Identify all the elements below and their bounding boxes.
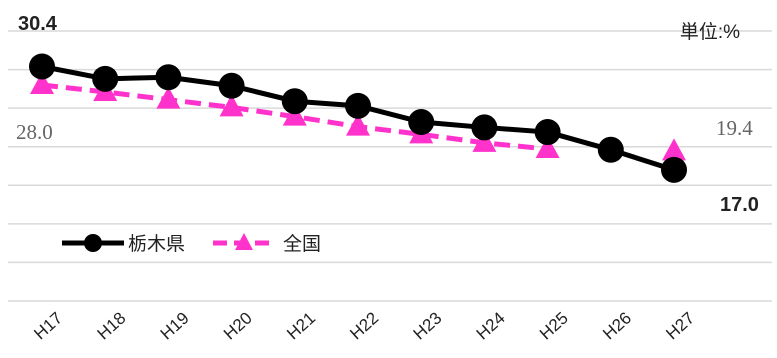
marker-tochigi: [29, 53, 55, 80]
x-tick-label: H19: [157, 308, 193, 343]
data-label-last-tochigi: 17.0: [720, 194, 759, 216]
marker-national: [535, 136, 560, 159]
data-label-last-national: 19.4: [716, 116, 753, 140]
marker-tochigi: [471, 114, 498, 141]
marker-tochigi: [155, 64, 182, 91]
marker-tochigi: [534, 119, 561, 146]
unit-label: 単位:%: [680, 21, 740, 43]
marker-tochigi: [92, 65, 119, 92]
marker-tochigi: [345, 92, 371, 119]
marker-national: [219, 94, 244, 117]
marker-national: [662, 138, 686, 161]
marker-national: [346, 113, 370, 136]
x-tick-labels: H17 H18 H19 H20 H21 H22 H23 H24 H25 H26 H27: [30, 308, 698, 343]
legend-entry-tochigi: 栃木県: [62, 233, 185, 255]
marker-national: [156, 86, 181, 109]
x-tick-label: H17: [30, 308, 66, 343]
data-label-first-national: 28.0: [16, 120, 53, 144]
marker-tochigi: [281, 88, 308, 115]
x-tick-label: H27: [662, 308, 698, 343]
marker-tochigi: [408, 109, 435, 136]
series-markers: [29, 53, 687, 183]
x-tick-label: H20: [220, 308, 256, 343]
x-tick-label: H24: [473, 308, 509, 343]
x-tick-label: H21: [283, 308, 319, 343]
legend-entry-national: 全国: [213, 233, 321, 255]
marker-tochigi: [597, 136, 624, 163]
x-tick-label: H18: [94, 308, 130, 343]
x-tick-label: H25: [536, 308, 572, 343]
grid-lines: [8, 30, 772, 302]
x-tick-label: H26: [599, 308, 635, 343]
marker-tochigi: [218, 72, 245, 99]
x-tick-label: H22: [346, 308, 382, 343]
marker-national: [30, 72, 54, 94]
data-label-first-tochigi: 30.4: [18, 13, 58, 35]
legend-label-national: 全国: [283, 233, 321, 255]
marker-tochigi: [661, 156, 687, 183]
legend: 栃木県 全国: [62, 233, 321, 255]
marker-national: [472, 129, 497, 152]
marker-national: [282, 103, 307, 126]
legend-label-tochigi: 栃木県: [128, 233, 185, 255]
x-tick-label: H23: [410, 308, 446, 343]
